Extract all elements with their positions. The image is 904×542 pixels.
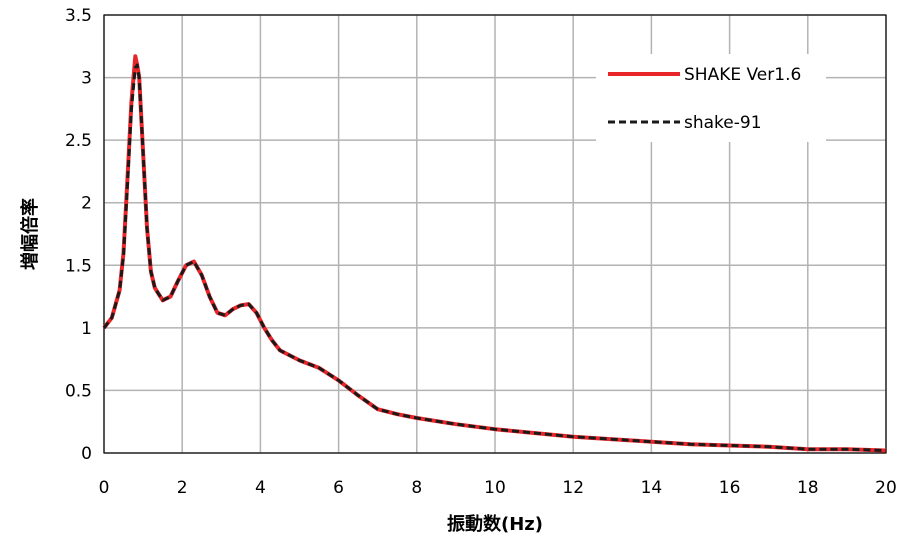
y-axis-title: 増幅倍率 — [19, 198, 41, 270]
plot-frame — [103, 14, 887, 454]
x-tick-label: 20 — [875, 478, 897, 498]
x-tick-label: 2 — [177, 478, 188, 498]
x-tick-label: 16 — [719, 478, 741, 498]
y-tick-label: 1 — [81, 319, 92, 339]
series-line-2 — [102, 63, 887, 452]
x-tick-label: 14 — [641, 478, 663, 498]
x-tick-label: 12 — [562, 478, 584, 498]
y-tick-label: 0.5 — [65, 381, 92, 401]
x-tick-label: 0 — [99, 478, 110, 498]
series-group — [102, 54, 887, 453]
y-tick-labels: 0 0.5 1 1.5 2 2.5 3 3.5 — [65, 6, 92, 464]
x-tick-label: 4 — [255, 478, 266, 498]
x-tick-label: 6 — [333, 478, 344, 498]
x-axis-title: 振動数(Hz) — [447, 513, 543, 535]
y-tick-label: 2 — [81, 194, 92, 214]
y-tick-label: 1.5 — [65, 256, 92, 276]
x-tick-label: 18 — [797, 478, 819, 498]
x-tick-label: 10 — [484, 478, 506, 498]
legend-background — [596, 54, 826, 142]
y-tick-label: 3 — [81, 69, 92, 89]
x-tick-label: 8 — [411, 478, 422, 498]
y-tick-label: 3.5 — [65, 6, 92, 26]
legend-label-series-2: shake-91 — [684, 113, 762, 133]
y-tick-label: 2.5 — [65, 131, 92, 151]
legend-label-series-1: SHAKE Ver1.6 — [684, 65, 801, 85]
x-tick-labels: 0 2 4 6 8 10 12 14 16 18 20 — [99, 478, 897, 498]
y-tick-label: 0 — [81, 444, 92, 464]
legend: SHAKE Ver1.6 shake-91 — [596, 54, 826, 142]
